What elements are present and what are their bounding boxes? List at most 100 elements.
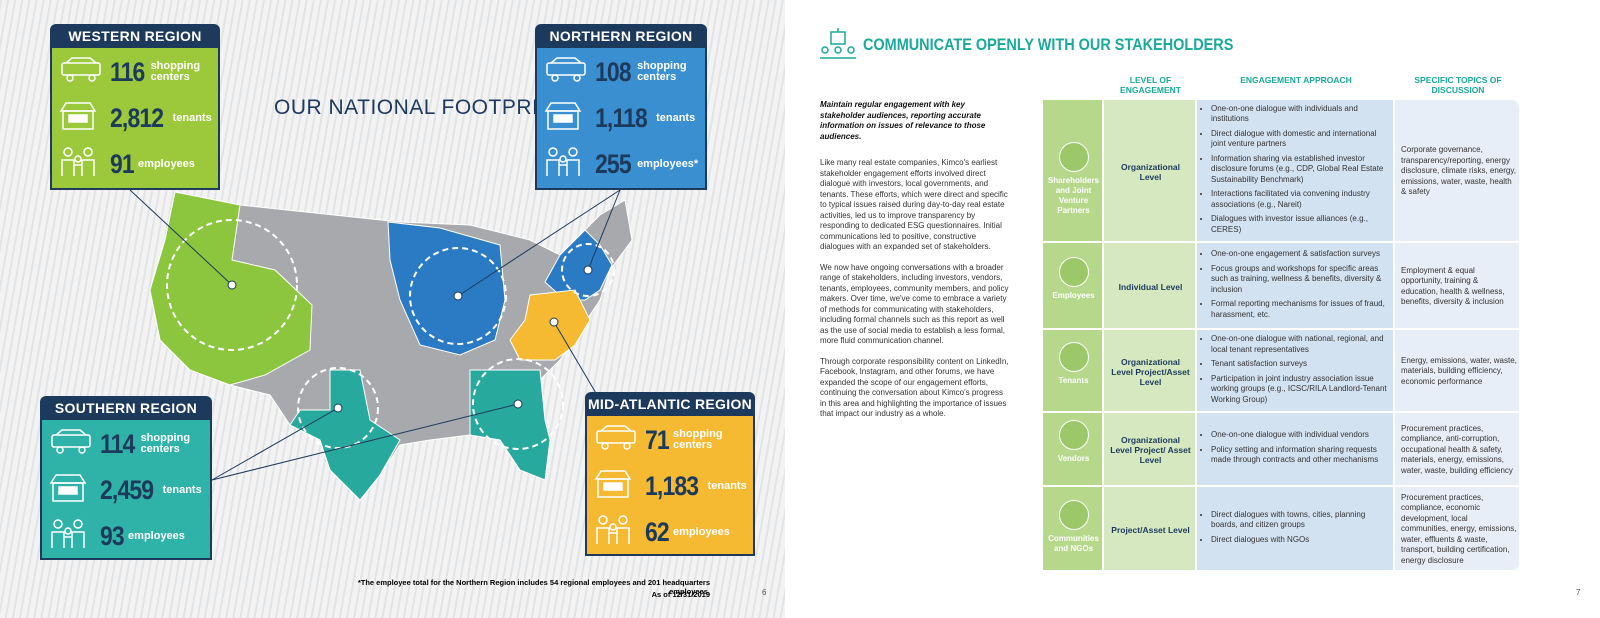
stat-value: 71 <box>645 424 670 455</box>
map-southern-se <box>469 369 551 481</box>
approach: One-on-one engagement & satisfaction sur… <box>1201 243 1391 330</box>
approach-list: One-on-one engagement & satisfaction sur… <box>1201 249 1391 324</box>
stakeholder: Communities and NGOs <box>1048 533 1099 553</box>
column-header: SPECIFIC TOPICS OF DISCUSSION <box>1414 75 1502 95</box>
stat-row: 116 shopping centers <box>58 56 213 88</box>
table-cell <box>1104 330 1197 413</box>
stakeholder: Shareholders and Joint Venture Partners <box>1047 175 1100 215</box>
map-title: OUR NATIONAL FOOTPRINT <box>274 96 568 119</box>
approach-list: One-on-one dialogue with individual vend… <box>1201 430 1391 470</box>
page-number: 7 <box>1576 588 1581 597</box>
icon <box>544 101 582 130</box>
region-circles <box>166 219 615 450</box>
approach-item: Direct dialogues with towns, cities, pla… <box>1211 510 1391 531</box>
map-northeast <box>544 229 613 301</box>
approach-list: One-on-one dialogue with individuals and… <box>1201 104 1391 240</box>
stakeholder-icon <box>1059 499 1089 530</box>
engagement-level: Organizational Level Project/Asset Level <box>1111 356 1190 387</box>
icon <box>596 424 636 450</box>
stat-icon <box>593 514 639 551</box>
table-cell <box>1104 413 1197 487</box>
stat-row: 62 employees <box>593 514 735 551</box>
approach-item: Tenant satisfaction surveys <box>1211 359 1391 370</box>
region-body: 116 shopping centers 2,812 tenants 91 employe… <box>50 48 220 190</box>
approach-item: Interactions facilitated via convening i… <box>1211 189 1391 210</box>
stat-label: tenants <box>172 111 212 124</box>
topics: Energy, emissions, water, waste, materia… <box>1401 355 1517 386</box>
stat-icon <box>593 469 639 504</box>
stat-label: employees* <box>637 157 699 170</box>
icon <box>546 146 580 176</box>
stat-row: 91 employees <box>58 146 200 183</box>
table-cell <box>1197 413 1395 487</box>
table-cell <box>1104 243 1197 330</box>
stat-icon <box>593 424 639 456</box>
stat-value: 1,118 <box>595 102 648 133</box>
approach-list: Direct dialogues with towns, cities, pla… <box>1201 510 1391 550</box>
column-header: ENGAGEMENT APPROACH <box>1240 75 1352 85</box>
engagement-level: Project/Asset Level <box>1111 524 1190 535</box>
table-cell <box>1104 487 1197 572</box>
topics: Corporate governance, transparency/repor… <box>1401 145 1516 197</box>
stat-row: 71 shopping centers <box>593 424 735 456</box>
region-box: WESTERN REGION 116 shopping centers 2,812 te… <box>50 24 220 190</box>
table-cell <box>1197 487 1395 572</box>
approach: One-on-one dialogue with individuals and… <box>1201 100 1391 243</box>
right-page: COMMUNICATE OPENLY WITH OUR STAKEHOLDERS… <box>790 0 1600 618</box>
approach-item: One-on-one engagement & satisfaction sur… <box>1211 249 1391 260</box>
us-map <box>129 189 633 501</box>
map-dots <box>227 265 593 413</box>
approach-item: One-on-one dialogue with national, regio… <box>1211 334 1391 355</box>
stat-value: 114 <box>100 428 135 459</box>
stat-icon <box>58 146 104 183</box>
stat-value: 108 <box>595 56 632 87</box>
intro: Maintain regular engagement with key sta… <box>820 100 986 141</box>
paragraph: Like many real estate companies, Kimco's… <box>820 158 1008 251</box>
paragraph: We now have ongoing conversations with a… <box>820 262 1009 346</box>
icon <box>51 518 85 548</box>
icon <box>61 146 95 176</box>
approach-item: Policy setting and information sharing r… <box>1211 445 1391 466</box>
stat-row: 1,118 tenants <box>543 101 718 136</box>
table-cell <box>1197 100 1395 243</box>
icon <box>594 469 632 498</box>
table-cell <box>1395 487 1521 572</box>
stat-row: 114 shopping centers <box>48 428 203 460</box>
stat-row: 255 employees* <box>543 146 699 180</box>
stat-label: tenants <box>707 479 747 492</box>
approach-item: Direct dialogue with domestic and intern… <box>1211 129 1391 150</box>
topics: Procurement practices, compliance, anti-… <box>1401 423 1513 475</box>
approach: One-on-one dialogue with individual vend… <box>1201 413 1391 487</box>
approach: Direct dialogues with towns, cities, pla… <box>1201 487 1391 572</box>
region-box: MID-ATLANTIC REGION 71 shopping centers 1,1… <box>585 392 755 556</box>
stat-icon <box>48 518 94 555</box>
stat-label: shopping centers <box>637 60 687 83</box>
page-title: COMMUNICATE OPENLY WITH OUR STAKEHOLDERS <box>863 35 1234 54</box>
table-cell <box>1043 100 1104 243</box>
stat-icon <box>58 101 104 136</box>
icon <box>51 428 91 454</box>
footnote: *The employee total for the Northern Reg… <box>357 578 710 596</box>
stat-value: 93 <box>100 520 125 551</box>
engagement-level: Organizational Level Project/ Asset Leve… <box>1110 435 1191 465</box>
stat-icon <box>543 101 589 136</box>
stat-row: 93 employees <box>48 518 190 555</box>
region-box: NORTHERN REGION 108 shopping centers 1,118 t… <box>535 24 707 190</box>
stakeholder-icon <box>1059 141 1089 172</box>
paragraph: Through corporate responsibility content… <box>820 356 1009 419</box>
table-cell <box>1104 100 1197 243</box>
stakeholder: Employees <box>1052 290 1095 300</box>
stat-icon <box>48 473 94 508</box>
stat-value: 62 <box>645 516 670 547</box>
table-cell <box>1395 243 1521 330</box>
table-cell <box>1197 330 1395 413</box>
table-cell <box>1395 330 1521 413</box>
stat-label: employees <box>673 525 730 538</box>
stakeholder: Tenants <box>1058 375 1089 385</box>
region-body: 71 shopping centers 1,183 tenants 62 employee… <box>585 416 755 556</box>
stat-label: employees <box>138 157 195 170</box>
stat-row: 108 shopping centers <box>543 56 699 88</box>
stat-icon <box>48 428 94 460</box>
stat-row: 1,183 tenants <box>593 469 770 504</box>
